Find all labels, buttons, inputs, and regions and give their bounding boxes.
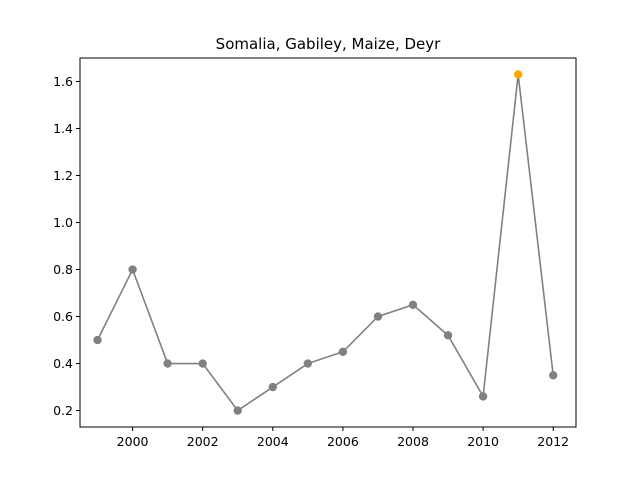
y-tick-label: 0.6 <box>53 309 73 324</box>
y-tick-label: 1.4 <box>53 121 73 136</box>
y-tick-label: 1.0 <box>53 215 73 230</box>
data-point <box>198 359 207 368</box>
highlight-point <box>513 70 523 79</box>
y-axis: 0.2 0.4 0.6 0.8 1.0 1.2 1.4 1.6 <box>53 74 80 418</box>
x-tick-label: 2008 <box>397 434 429 449</box>
axes-frame <box>79 57 577 428</box>
data-point <box>443 331 453 340</box>
data-point <box>128 265 137 274</box>
y-tick-label: 0.4 <box>53 356 73 371</box>
data-point <box>549 371 558 380</box>
data-point <box>268 382 277 392</box>
y-tick-label: 1.2 <box>53 168 73 183</box>
chart-title: Somalia, Gabiley, Maize, Deyr <box>216 35 441 53</box>
y-tick-label: 0.8 <box>53 262 73 277</box>
series-line <box>96 74 555 412</box>
x-tick-label: 2006 <box>327 434 359 449</box>
x-tick-label: 2002 <box>187 434 219 449</box>
data-point <box>93 335 102 345</box>
data-point <box>338 347 348 356</box>
plot-area <box>93 70 558 415</box>
data-point <box>373 312 383 321</box>
x-tick-label: 2012 <box>537 434 569 449</box>
x-tick-label: 2000 <box>117 434 149 449</box>
y-tick-label: 1.6 <box>53 74 73 89</box>
y-tick-label: 0.2 <box>53 403 73 418</box>
x-axis: 2000 2002 2004 2006 2008 2010 2012 <box>117 427 569 449</box>
data-point <box>303 359 313 368</box>
x-tick-label: 2004 <box>257 434 289 449</box>
x-tick-label: 2010 <box>467 434 499 449</box>
data-point <box>163 359 172 368</box>
data-point <box>408 300 418 309</box>
data-point <box>478 392 488 401</box>
data-point <box>233 406 242 415</box>
